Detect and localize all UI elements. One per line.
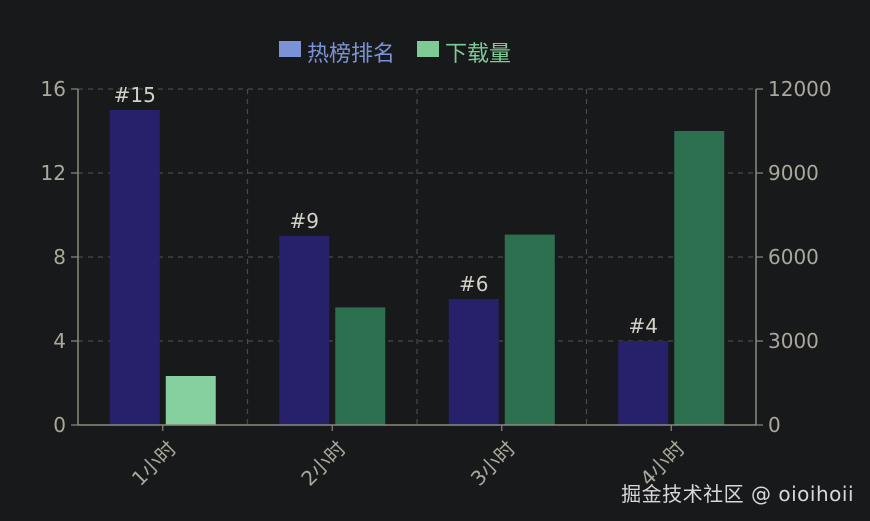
- y-right-tick-label: 3000: [768, 329, 819, 353]
- y-right-tick-label: 12000: [768, 77, 832, 101]
- bar-rank[interactable]: [109, 110, 160, 425]
- y-left-tick-label: 4: [53, 329, 66, 353]
- legend-swatch[interactable]: [279, 41, 301, 57]
- bar-downloads[interactable]: [504, 234, 555, 425]
- x-tick-label: 3小时: [466, 436, 520, 490]
- x-tick-label: 1小时: [127, 436, 181, 490]
- bar-downloads[interactable]: [165, 376, 216, 425]
- legend-label[interactable]: 热榜排名: [307, 42, 395, 67]
- bar-data-label: #4: [629, 314, 658, 338]
- bar-layer: [109, 110, 725, 425]
- legend-swatch[interactable]: [417, 41, 439, 57]
- y-right-tick-label: 9000: [768, 161, 819, 185]
- bar-downloads[interactable]: [335, 307, 386, 425]
- bar-rank[interactable]: [448, 299, 499, 425]
- bar-downloads[interactable]: [674, 131, 725, 425]
- legend[interactable]: 热榜排名 下载量: [279, 41, 511, 67]
- watermark: 掘金技术社区 @ oioihoii: [621, 482, 854, 506]
- y-left-tick-label: 8: [53, 245, 66, 269]
- bar-data-label: #6: [459, 272, 488, 296]
- y-right-tick-label: 0: [768, 413, 781, 437]
- y-left-tick-label: 0: [53, 413, 66, 437]
- label-layer: #15 #9 #6 #4: [114, 83, 658, 338]
- bar-data-label: #15: [114, 83, 156, 107]
- bar-data-label: #9: [290, 209, 319, 233]
- x-tick-label: 2小时: [296, 436, 350, 490]
- y-left-tick-label: 12: [41, 161, 66, 185]
- bar-rank[interactable]: [618, 341, 669, 425]
- bar-rank[interactable]: [279, 236, 330, 425]
- y-left-tick-label: 16: [41, 77, 66, 101]
- y-right-tick-label: 6000: [768, 245, 819, 269]
- legend-label[interactable]: 下载量: [445, 42, 511, 67]
